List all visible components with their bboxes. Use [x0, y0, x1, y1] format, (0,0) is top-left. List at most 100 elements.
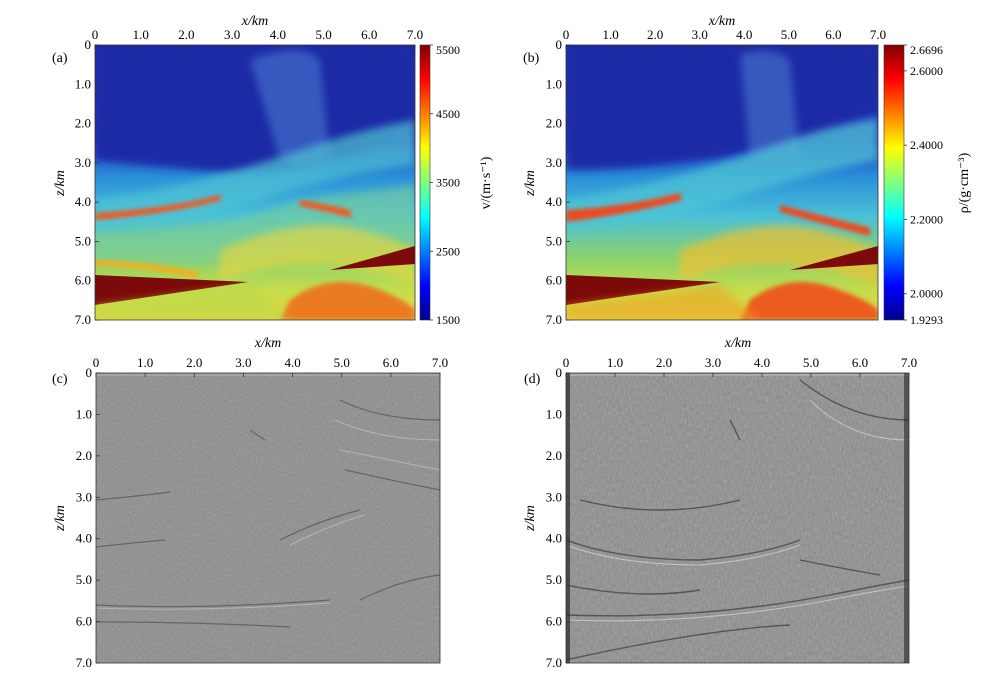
panel-c-xlabel: x/km: [254, 336, 281, 351]
colorbar-tick-label: 5500: [436, 43, 460, 57]
y-tick-label: 0: [85, 37, 92, 52]
y-tick-label: 7.0: [546, 312, 562, 327]
panel-a-frame: [94, 44, 416, 321]
colorbar-tick-label: 2.6000: [910, 64, 943, 78]
x-tick-label: 0: [563, 355, 570, 370]
panel-b: 0 1.0 2.0 3.0 4.0 5.0 6.0 7.0 0 1.0 2.0 3.0 4.0 5.0 6.…: [523, 14, 972, 327]
y-tick-label: 6.0: [546, 614, 562, 629]
y-tick-label: 5.0: [75, 233, 91, 248]
panel-d-ticks: 0 1.0 2.0 3.0 4.0 5.0 6.0 7.0 0 1.0 2.0 3.0 4.0 5.0 6.…: [546, 355, 917, 670]
y-tick-label: 5.0: [546, 572, 562, 587]
panel-b-frame: [565, 44, 879, 321]
x-tick-label: 7.0: [901, 355, 917, 370]
y-tick-label: 1.0: [546, 76, 562, 91]
panel-b-ylabel: z/km: [523, 170, 538, 197]
y-tick-label: 5.0: [76, 572, 92, 587]
y-tick-label: 4.0: [75, 194, 91, 209]
y-tick-label: 2.0: [546, 116, 562, 131]
panel-a-colorbar-ticks: 5500 4500 3500 2500 1500: [430, 43, 460, 327]
x-tick-label: 5.0: [334, 355, 350, 370]
panel-a: 0 1.0 2.0 3.0 4.0 5.0 6.0 7.0 0 1.0 2.0 3.0 4.0 5.0 6.…: [52, 14, 494, 327]
x-tick-label: 7.0: [432, 355, 448, 370]
y-tick-label: 3.0: [546, 155, 562, 170]
y-tick-label: 0: [556, 37, 563, 52]
panel-c: 0 1.0 2.0 3.0 4.0 5.0 6.0 7.0 0 1.0 2.0 3.0 4.0 5.0 6.…: [52, 336, 448, 670]
y-tick-label: 5.0: [546, 233, 562, 248]
panel-d: 0 1.0 2.0 3.0 4.0 5.0 6.0 7.0 0 1.0 2.0 3.0 4.0 5.0 6.…: [523, 336, 917, 670]
panel-d-xlabel: x/km: [724, 336, 751, 351]
panel-b-label: (b): [523, 51, 540, 66]
x-tick-label: 5.0: [781, 27, 797, 42]
x-tick-label: 4.0: [270, 27, 286, 42]
y-tick-label: 1.0: [76, 406, 92, 421]
y-tick-label: 7.0: [546, 655, 562, 670]
y-tick-label: 7.0: [75, 312, 91, 327]
panel-a-ticks: 0 1.0 2.0 3.0 4.0 5.0 6.0 7.0 0 1.0 2.0 3.0 4.0 5.0 6.…: [75, 27, 423, 327]
x-tick-label: 6.0: [361, 27, 377, 42]
x-tick-label: 1.0: [602, 27, 618, 42]
y-tick-label: 7.0: [76, 655, 92, 670]
x-tick-label: 4.0: [736, 27, 752, 42]
x-tick-label: 2.0: [656, 355, 672, 370]
x-tick-label: 3.0: [224, 27, 240, 42]
y-tick-label: 4.0: [546, 194, 562, 209]
panel-a-ylabel: z/km: [53, 170, 68, 197]
panel-b-xlabel: x/km: [708, 14, 735, 29]
panel-c-ylabel: z/km: [53, 505, 68, 532]
panel-a-xlabel: x/km: [241, 14, 268, 29]
y-tick-label: 3.0: [76, 489, 92, 504]
colorbar-tick-label: 2.6696: [910, 43, 943, 57]
panel-b-image: [566, 45, 878, 320]
x-tick-label: 0: [92, 27, 99, 42]
panel-b-colorbar-ticks: 2.6696 2.6000 2.4000 2.2000 2.0000 1.9293: [904, 43, 943, 327]
colorbar-tick-label: 4500: [436, 107, 460, 121]
y-tick-label: 4.0: [546, 531, 562, 546]
x-tick-label: 0: [93, 355, 100, 370]
x-tick-label: 7.0: [407, 27, 423, 42]
x-tick-label: 6.0: [383, 355, 399, 370]
x-tick-label: 4.0: [284, 355, 300, 370]
x-tick-label: 3.0: [692, 27, 708, 42]
y-tick-label: 1.0: [546, 406, 562, 421]
x-tick-label: 6.0: [825, 27, 841, 42]
y-tick-label: 0: [556, 365, 563, 380]
y-tick-label: 6.0: [76, 614, 92, 629]
panel-d-label: (d): [524, 372, 541, 387]
panel-c-label: (c): [52, 372, 68, 387]
y-tick-label: 2.0: [76, 448, 92, 463]
panel-b-ticks: 0 1.0 2.0 3.0 4.0 5.0 6.0 7.0 0 1.0 2.0 3.0 4.0 5.0 6.…: [546, 27, 886, 327]
x-tick-label: 6.0: [852, 355, 868, 370]
panel-d-ylabel: z/km: [523, 505, 538, 532]
x-tick-label: 1.0: [137, 355, 153, 370]
y-tick-label: 3.0: [75, 155, 91, 170]
y-tick-label: 0: [86, 365, 93, 380]
colorbar-tick-label: 2.4000: [910, 138, 943, 152]
x-tick-label: 1.0: [607, 355, 623, 370]
x-tick-label: 2.0: [186, 355, 202, 370]
x-tick-label: 2.0: [178, 27, 194, 42]
y-tick-label: 3.0: [546, 489, 562, 504]
panel-c-image: [96, 373, 440, 663]
x-tick-label: 5.0: [803, 355, 819, 370]
x-tick-label: 3.0: [235, 355, 251, 370]
y-tick-label: 2.0: [75, 116, 91, 131]
x-tick-label: 0: [563, 27, 570, 42]
y-tick-label: 6.0: [546, 273, 562, 288]
panel-a-image: [95, 45, 415, 320]
panel-a-label: (a): [52, 51, 68, 66]
colorbar-tick-label: 2.2000: [910, 212, 943, 226]
panel-d-image: [566, 373, 909, 663]
y-tick-label: 1.0: [75, 76, 91, 91]
panel-a-colorbar: [419, 44, 431, 321]
panel-c-ticks: 0 1.0 2.0 3.0 4.0 5.0 6.0 7.0 0 1.0 2.0 3.0 4.0 5.0 6.…: [76, 355, 448, 670]
colorbar-tick-label: 1.9293: [910, 313, 943, 327]
panel-d-frame: [565, 372, 910, 664]
colorbar-tick-label: 2500: [436, 244, 460, 258]
colorbar-tick-label: 2.0000: [910, 287, 943, 301]
panel-b-colorbar: [883, 44, 905, 321]
y-tick-label: 4.0: [76, 531, 92, 546]
y-tick-label: 2.0: [546, 448, 562, 463]
x-tick-label: 5.0: [315, 27, 331, 42]
x-tick-label: 3.0: [705, 355, 721, 370]
